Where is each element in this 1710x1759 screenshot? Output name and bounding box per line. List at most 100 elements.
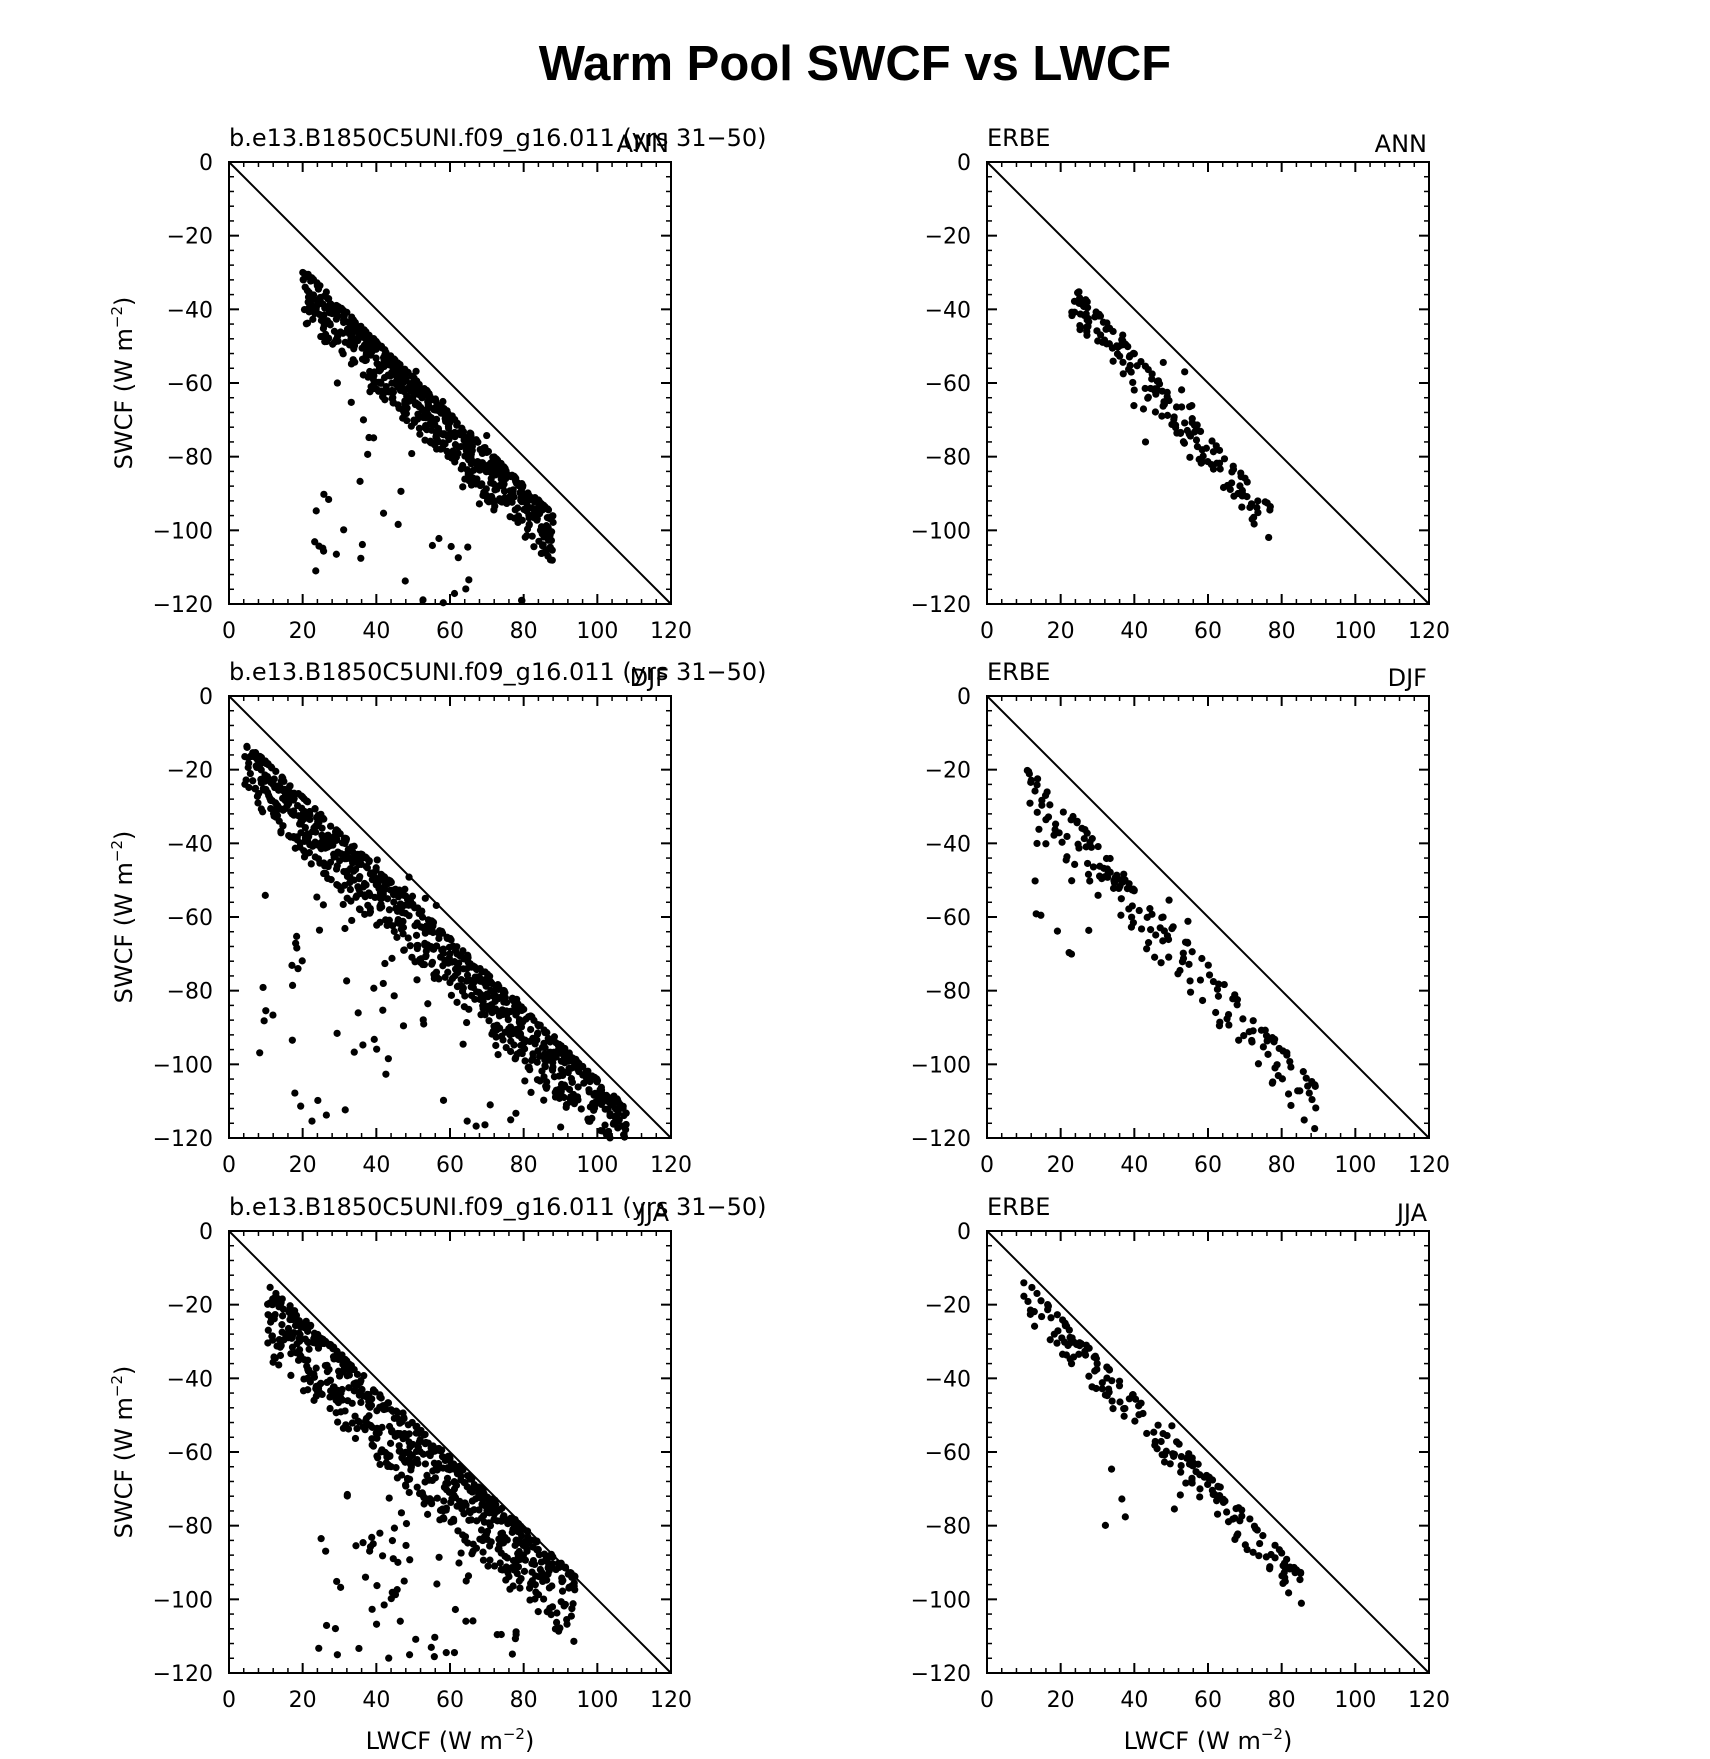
data-point (385, 1494, 393, 1502)
data-point (412, 931, 421, 939)
data-point (1285, 1589, 1293, 1597)
data-point (300, 1375, 308, 1383)
data-point (358, 1385, 366, 1394)
data-point (389, 922, 397, 930)
x-tick-label: 0 (222, 1153, 236, 1178)
data-point (1305, 1089, 1313, 1097)
data-point (384, 1055, 392, 1063)
data-point (1092, 308, 1100, 316)
data-point (403, 416, 411, 425)
data-point (1179, 954, 1188, 962)
data-point (351, 1434, 360, 1443)
y-tick-label: 0 (957, 151, 971, 176)
data-point (526, 1596, 534, 1604)
data-point (485, 1017, 493, 1025)
data-point (472, 1495, 480, 1503)
data-point (545, 1584, 553, 1592)
data-point (302, 1317, 310, 1325)
data-point (1186, 403, 1194, 411)
data-point (315, 1381, 324, 1389)
x-tick-label: 80 (510, 619, 538, 644)
data-point (1224, 1010, 1233, 1019)
data-point (301, 823, 309, 832)
data-point (433, 1580, 441, 1588)
data-point (466, 469, 474, 477)
panel-right-label: JJA (1395, 1199, 1428, 1227)
data-point (397, 1509, 406, 1517)
data-point (306, 811, 314, 819)
data-point (1246, 1515, 1254, 1523)
data-point (1152, 931, 1160, 939)
data-point (1076, 326, 1084, 334)
data-point (354, 337, 362, 345)
data-point (1214, 992, 1223, 1000)
x-tick-label: 40 (362, 1688, 390, 1713)
data-point (450, 1517, 458, 1525)
data-point (1020, 1279, 1028, 1287)
data-point (290, 1312, 298, 1320)
data-point (390, 355, 398, 363)
data-point (393, 1474, 401, 1482)
data-point (261, 771, 269, 779)
data-point (1083, 829, 1091, 837)
data-point (522, 1537, 530, 1545)
data-point (1119, 370, 1127, 378)
x-tick-label: 80 (510, 1153, 538, 1178)
data-point (541, 1029, 549, 1037)
data-point (432, 901, 440, 910)
data-point (437, 409, 445, 417)
data-point (475, 1483, 483, 1491)
data-point (446, 950, 454, 958)
data-point (1092, 1355, 1100, 1363)
data-point (366, 1547, 374, 1555)
data-point (1085, 1344, 1093, 1352)
data-point (453, 998, 461, 1006)
data-point (408, 372, 416, 380)
data-point (1105, 1385, 1113, 1393)
data-point (1131, 1417, 1139, 1425)
data-point (381, 352, 390, 360)
data-point (495, 1535, 503, 1543)
data-point (1030, 1322, 1039, 1330)
data-point (547, 536, 556, 545)
data-point (345, 329, 353, 338)
data-point (413, 1483, 421, 1491)
data-point (376, 1529, 384, 1537)
data-point (519, 1018, 527, 1026)
x-tick-label: 60 (1194, 1153, 1222, 1178)
data-point (373, 856, 381, 864)
data-point (461, 1533, 470, 1541)
data-point (406, 1556, 414, 1564)
data-point (540, 1039, 548, 1047)
data-point (486, 1556, 494, 1564)
data-point (1254, 1060, 1263, 1068)
data-point (512, 1054, 520, 1062)
data-point (428, 960, 436, 968)
data-point (353, 1370, 362, 1378)
data-point (1063, 832, 1071, 841)
x-tick-label: 0 (222, 619, 236, 644)
scatter-points (299, 268, 557, 607)
data-point (1287, 1063, 1295, 1071)
data-point (399, 891, 408, 899)
data-point (1238, 1512, 1246, 1520)
panel-right-label: DJF (630, 664, 669, 692)
data-point (411, 922, 419, 930)
data-point (268, 797, 276, 805)
data-point (337, 1583, 345, 1591)
data-point (424, 1510, 432, 1518)
data-point (431, 421, 439, 429)
data-point (421, 436, 429, 444)
data-point (326, 1393, 334, 1401)
data-point (1177, 428, 1185, 437)
data-point (315, 542, 323, 550)
data-point (1151, 953, 1159, 961)
data-point (511, 1002, 519, 1010)
data-point (523, 507, 531, 515)
data-point (556, 1085, 564, 1093)
data-point (325, 495, 333, 504)
data-point (1241, 1541, 1249, 1549)
data-point (399, 1022, 408, 1030)
data-point (1082, 843, 1090, 851)
